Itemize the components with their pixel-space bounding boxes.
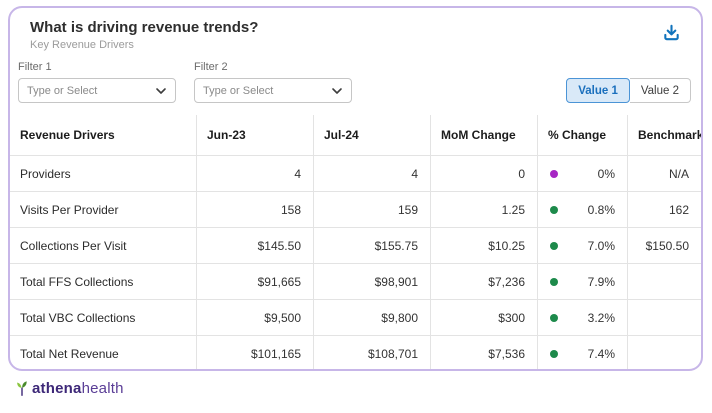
athenahealth-logo: athena health xyxy=(14,380,124,397)
table-body: Providers 4 4 0 0% N/A Visits Per Provider 158 1… xyxy=(10,155,701,369)
page-title: What is driving revenue trends? xyxy=(30,19,259,36)
jul24-value-cell: $98,901 xyxy=(313,264,430,299)
jul24-value-cell: $9,800 xyxy=(313,300,430,335)
pct-change-value: 7.9% xyxy=(587,274,615,289)
download-button[interactable] xyxy=(659,20,683,44)
pct-change-cell: 7.4% xyxy=(537,336,627,369)
value1-toggle-button[interactable]: Value 1 xyxy=(566,78,630,103)
pct-change-value: 0.8% xyxy=(587,202,615,217)
jun23-value-cell: 158 xyxy=(196,192,313,227)
benchmark-cell: $150.50 xyxy=(627,228,701,263)
table-row: Providers 4 4 0 0% N/A xyxy=(10,155,701,191)
pct-change-cell: 0% xyxy=(537,156,627,191)
jul24-value-cell: 4 xyxy=(313,156,430,191)
chevron-down-icon xyxy=(331,85,343,97)
jun23-value-cell: $9,500 xyxy=(196,300,313,335)
benchmark-cell: N/A xyxy=(627,156,701,191)
mom-change-cell: $10.25 xyxy=(430,228,537,263)
download-icon xyxy=(662,23,681,42)
pct-change-value: 0% xyxy=(597,166,615,181)
table-row: Collections Per Visit $145.50 $155.75 $10.2… xyxy=(10,227,701,263)
filter1-placeholder: Type or Select xyxy=(27,84,98,97)
page-subtitle: Key Revenue Drivers xyxy=(30,39,134,51)
mom-change-cell: $7,536 xyxy=(430,336,537,369)
benchmark-cell xyxy=(627,264,701,299)
revenue-drivers-table: Revenue Drivers Jun-23 Jul-24 MoM Change% C… xyxy=(10,115,701,369)
mom-change-cell: $300 xyxy=(430,300,537,335)
driver-name-cell: Total VBC Collections xyxy=(20,310,136,325)
brand-name-bold: athena xyxy=(32,380,82,397)
table-row: Total Net Revenue $101,165 $108,701 $7,536 7… xyxy=(10,335,701,369)
jun23-value-cell: 4 xyxy=(196,156,313,191)
pct-change-cell: 3.2% xyxy=(537,300,627,335)
jun23-value-cell: $145.50 xyxy=(196,228,313,263)
driver-name-cell: Providers xyxy=(20,166,71,181)
leaf-icon xyxy=(14,380,30,397)
benchmark-cell xyxy=(627,300,701,335)
filter2-dropdown[interactable]: Type or Select xyxy=(194,78,352,103)
driver-name-cell: Total FFS Collections xyxy=(20,274,134,289)
brand-name-light: health xyxy=(81,380,124,397)
column-header: Benchmark xyxy=(627,115,701,155)
driver-name-cell: Visits Per Provider xyxy=(20,202,119,217)
filter1-label: Filter 1 xyxy=(18,61,52,73)
pct-change-value: 3.2% xyxy=(587,310,615,325)
pct-change-cell: 7.9% xyxy=(537,264,627,299)
filter1-dropdown[interactable]: Type or Select xyxy=(18,78,176,103)
jul24-value-cell: 159 xyxy=(313,192,430,227)
status-dot-icon xyxy=(550,241,558,250)
column-header: Revenue Drivers xyxy=(20,128,115,142)
status-dot-icon xyxy=(550,169,558,178)
mom-change-cell: 1.25 xyxy=(430,192,537,227)
benchmark-cell xyxy=(627,336,701,369)
pct-change-cell: 7.0% xyxy=(537,228,627,263)
status-dot-icon xyxy=(550,313,558,322)
chevron-down-icon xyxy=(155,85,167,97)
value-toggle-group: Value 1 Value 2 xyxy=(566,78,691,103)
status-dot-icon xyxy=(550,349,558,358)
jul24-value-cell: $155.75 xyxy=(313,228,430,263)
table-row: Visits Per Provider 158 159 1.25 0.8% 162 xyxy=(10,191,701,227)
pct-change-cell: 0.8% xyxy=(537,192,627,227)
table-row: Total VBC Collections $9,500 $9,800 $300 3.2… xyxy=(10,299,701,335)
pct-change-value: 7.4% xyxy=(587,346,615,361)
mom-change-cell: 0 xyxy=(430,156,537,191)
column-header: MoM Change xyxy=(430,115,537,155)
table-row: Total FFS Collections $91,665 $98,901 $7,23… xyxy=(10,263,701,299)
driver-name-cell: Collections Per Visit xyxy=(20,238,127,253)
revenue-drivers-card: What is driving revenue trends? Key Reve… xyxy=(8,6,703,371)
driver-name-cell: Total Net Revenue xyxy=(20,346,119,361)
mom-change-cell: $7,236 xyxy=(430,264,537,299)
column-header: % Change xyxy=(537,115,627,155)
jul24-value-cell: $108,701 xyxy=(313,336,430,369)
column-header: Jul-24 xyxy=(313,115,430,155)
status-dot-icon xyxy=(550,205,558,214)
table-header-row: Revenue Drivers Jun-23 Jul-24 MoM Change% C… xyxy=(10,115,701,155)
jun23-value-cell: $91,665 xyxy=(196,264,313,299)
filter2-placeholder: Type or Select xyxy=(203,84,274,97)
pct-change-value: 7.0% xyxy=(587,238,615,253)
column-header: Jun-23 xyxy=(196,115,313,155)
jun23-value-cell: $101,165 xyxy=(196,336,313,369)
filter2-label: Filter 2 xyxy=(194,61,228,73)
status-dot-icon xyxy=(550,277,558,286)
benchmark-cell: 162 xyxy=(627,192,701,227)
value2-toggle-button[interactable]: Value 2 xyxy=(629,78,691,103)
